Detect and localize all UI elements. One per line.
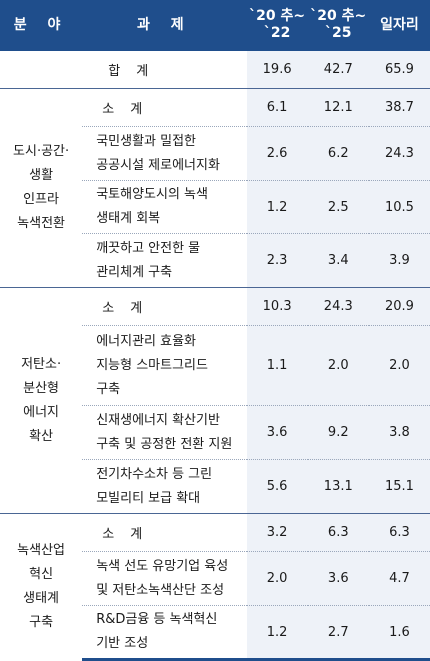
task-row: 국토해양도시의 녹색 생태계 회복 1.2 2.5 10.5 bbox=[0, 180, 430, 234]
header-area: 분 야 bbox=[0, 0, 83, 51]
subtotal-value: 12.1 bbox=[307, 88, 369, 127]
header-row: 분 야 과 제 `20 추~ `22 `20 추~ `25 일자리 bbox=[0, 0, 430, 51]
task-label: 에너지관리 효율화 지능형 스마트그리드 구축 bbox=[82, 325, 247, 406]
section-area: 도시·공간· 생활 인프라 녹색전환 bbox=[0, 88, 83, 288]
header-col3: 일자리 bbox=[368, 0, 430, 51]
total-area-blank bbox=[0, 50, 83, 89]
task-value: 3.6 bbox=[246, 405, 308, 460]
subtotal-label: 소 계 bbox=[82, 88, 247, 127]
task-value: 24.3 bbox=[368, 126, 430, 181]
subtotal-row: 녹색산업 혁신 생태계 구축 소 계 3.2 6.3 6.3 bbox=[0, 513, 430, 660]
total-value: 42.7 bbox=[307, 50, 369, 89]
task-value: 1.2 bbox=[246, 605, 308, 661]
task-row: 신재생에너지 확산기반 구축 및 공정한 전환 지원 3.6 9.2 3.8 bbox=[0, 405, 430, 460]
subtotal-value: 6.3 bbox=[307, 513, 369, 552]
task-row: 녹색 선도 유망기업 육성 및 저탄소녹색산단 조성 2.0 3.6 4.7 bbox=[0, 551, 430, 606]
header-task: 과 제 bbox=[82, 0, 247, 51]
task-row: 깨끗하고 안전한 물 관리체계 구축 2.3 3.4 3.9 bbox=[0, 233, 430, 288]
header-col1: `20 추~ `22 bbox=[246, 0, 308, 51]
task-label: 깨끗하고 안전한 물 관리체계 구축 bbox=[82, 233, 247, 288]
task-value: 1.2 bbox=[246, 180, 308, 234]
task-value: 4.7 bbox=[368, 551, 430, 606]
subtotal-value: 6.1 bbox=[246, 88, 308, 127]
subtotal-value: 3.2 bbox=[246, 513, 308, 552]
task-value: 9.2 bbox=[307, 405, 369, 460]
task-row: 전기차수소차 등 그린 모빌리티 보급 확대 5.6 13.1 15.1 bbox=[0, 459, 430, 514]
task-value: 3.8 bbox=[368, 405, 430, 460]
task-value: 2.3 bbox=[246, 233, 308, 288]
task-row: 국민생활과 밀접한 공공시설 제로에너지화 2.6 6.2 24.3 bbox=[0, 126, 430, 181]
task-value: 2.0 bbox=[307, 325, 369, 406]
task-value: 6.2 bbox=[307, 126, 369, 181]
task-label: 국토해양도시의 녹색 생태계 회복 bbox=[82, 180, 247, 234]
task-value: 1.6 bbox=[368, 605, 430, 661]
task-row: 에너지관리 효율화 지능형 스마트그리드 구축 1.1 2.0 2.0 bbox=[0, 325, 430, 406]
task-label: R&D금융 등 녹색혁신 기반 조성 bbox=[82, 605, 247, 661]
subtotal-label: 소 계 bbox=[82, 287, 247, 326]
task-value: 13.1 bbox=[307, 459, 369, 514]
total-row: 합 계 19.6 42.7 65.9 bbox=[0, 50, 430, 89]
task-value: 15.1 bbox=[368, 459, 430, 514]
task-value: 10.5 bbox=[368, 180, 430, 234]
task-value: 2.0 bbox=[368, 325, 430, 406]
subtotal-row: 저탄소· 분산형 에너지 확산 소 계 10.3 24.3 20.9 bbox=[0, 287, 430, 514]
subtotal-value: 20.9 bbox=[368, 287, 430, 326]
task-label: 국민생활과 밀접한 공공시설 제로에너지화 bbox=[82, 126, 247, 181]
header-col2: `20 추~ `25 bbox=[307, 0, 369, 51]
subtotal-value: 38.7 bbox=[368, 88, 430, 127]
subtotal-value: 24.3 bbox=[307, 287, 369, 326]
task-value: 2.5 bbox=[307, 180, 369, 234]
task-value: 1.1 bbox=[246, 325, 308, 406]
total-label: 합 계 bbox=[82, 50, 247, 89]
subtotal-row: 도시·공간· 생활 인프라 녹색전환 소 계 6.1 12.1 38.7 bbox=[0, 88, 430, 288]
total-value: 65.9 bbox=[368, 50, 430, 89]
subtotal-value: 10.3 bbox=[246, 287, 308, 326]
task-value: 2.0 bbox=[246, 551, 308, 606]
subtotal-label: 소 계 bbox=[82, 513, 247, 552]
section-area: 저탄소· 분산형 에너지 확산 bbox=[0, 287, 83, 514]
task-label: 전기차수소차 등 그린 모빌리티 보급 확대 bbox=[82, 459, 247, 514]
task-value: 3.6 bbox=[307, 551, 369, 606]
task-value: 2.6 bbox=[246, 126, 308, 181]
total-value: 19.6 bbox=[246, 50, 308, 89]
task-value: 2.7 bbox=[307, 605, 369, 661]
task-value: 3.9 bbox=[368, 233, 430, 288]
task-value: 3.4 bbox=[307, 233, 369, 288]
task-value: 5.6 bbox=[246, 459, 308, 514]
task-label: 신재생에너지 확산기반 구축 및 공정한 전환 지원 bbox=[82, 405, 247, 460]
task-label: 녹색 선도 유망기업 육성 및 저탄소녹색산단 조성 bbox=[82, 551, 247, 606]
subtotal-value: 6.3 bbox=[368, 513, 430, 552]
section-area: 녹색산업 혁신 생태계 구축 bbox=[0, 513, 83, 660]
